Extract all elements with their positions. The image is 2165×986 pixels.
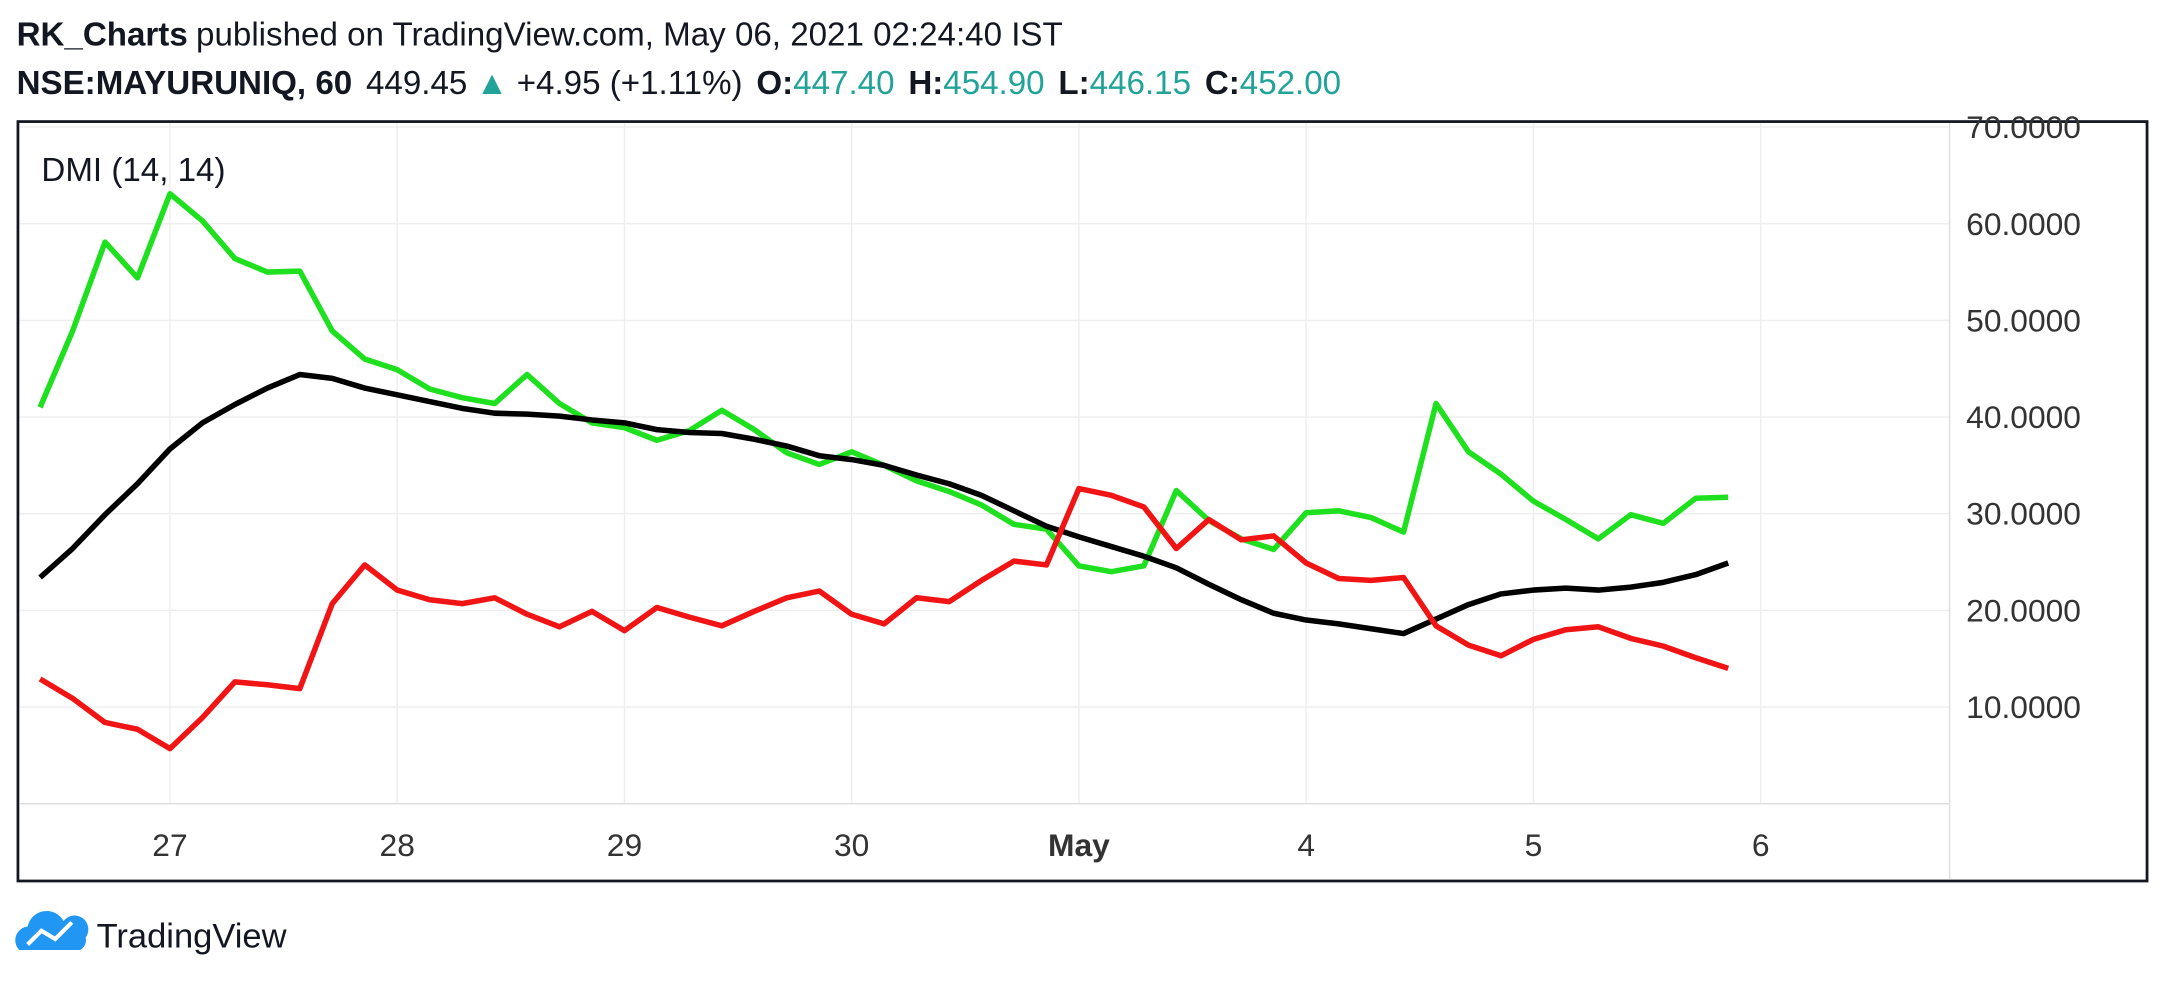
y-tick-label: 50.0000 xyxy=(1966,302,2081,338)
logo xyxy=(15,911,89,951)
ohlc-label: L: xyxy=(1058,65,1089,102)
x-tick-label: 5 xyxy=(1525,827,1543,863)
y-tick-label: 40.0000 xyxy=(1966,399,2081,435)
ohlc-value: 454.90 xyxy=(943,65,1044,102)
ohlc-value: 446.15 xyxy=(1090,65,1191,102)
ohlc-value: 447.40 xyxy=(793,65,894,102)
x-tick-label: May xyxy=(1048,827,1110,863)
price: 449.45 xyxy=(366,65,467,102)
author: RK_Charts xyxy=(17,17,188,54)
ohlc-label: H: xyxy=(908,65,943,102)
x-tick-label: 30 xyxy=(834,827,869,863)
x-tick-label: 29 xyxy=(607,827,642,863)
publish-line: RK_Charts published on TradingView.com, M… xyxy=(17,17,1063,54)
plot xyxy=(19,122,1950,804)
y-tick-label: 20.0000 xyxy=(1966,592,2081,628)
indicator-title: DMI (14, 14) xyxy=(41,152,225,189)
x-tick-label: 28 xyxy=(380,827,415,863)
symbol-line: NSE:MAYURUNIQ, 60 449.45 ▲ +4.95 (+1.11%) O:… xyxy=(17,65,1342,102)
indicator-line xyxy=(37,191,1729,575)
ohlc-value: 452.00 xyxy=(1240,65,1341,102)
published: published on TradingView.com, May 06, 20… xyxy=(196,17,1063,54)
change: +4.95 (+1.11%) xyxy=(517,65,743,102)
indicator-line xyxy=(38,371,1730,637)
brand: TradingView xyxy=(97,917,287,955)
x-tick-label: 6 xyxy=(1752,827,1770,863)
ohlc-label: C: xyxy=(1205,65,1240,102)
ohlc-label: O: xyxy=(756,65,793,102)
x-tick-label: 27 xyxy=(152,827,187,863)
symbol: NSE:MAYURUNIQ, 60 xyxy=(17,65,353,102)
y-tick-label: 10.0000 xyxy=(1966,689,2081,725)
x-tick-label: 4 xyxy=(1297,827,1315,863)
y-tick-label: 70.0000 xyxy=(1966,109,2081,145)
change-arrow: ▲ xyxy=(476,65,509,102)
indicator-line xyxy=(38,485,1730,752)
chart-border xyxy=(16,120,2149,883)
y-tick-label: 60.0000 xyxy=(1966,206,2081,242)
y-tick-label: 30.0000 xyxy=(1966,496,2081,532)
